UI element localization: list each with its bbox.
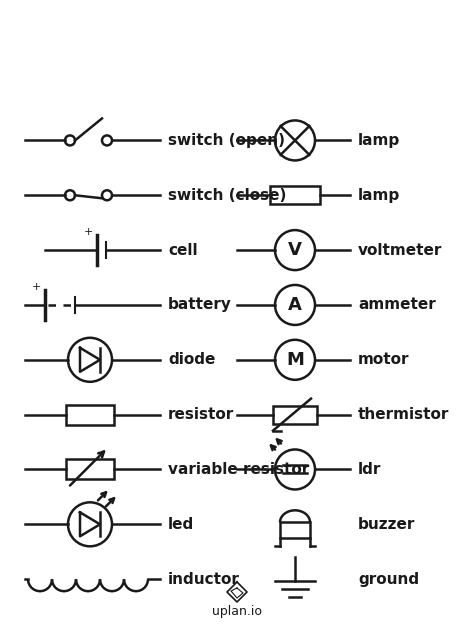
Text: uplan.io: uplan.io — [212, 605, 262, 619]
Bar — [66, 460, 114, 479]
Text: resistor: resistor — [168, 407, 234, 422]
Text: +: + — [31, 282, 41, 292]
Bar — [66, 404, 114, 425]
Text: switch (close): switch (close) — [168, 188, 286, 203]
Text: V: V — [288, 241, 302, 259]
Text: thermistor: thermistor — [358, 407, 449, 422]
Text: Electrical circuit symbols: Electrical circuit symbols — [51, 30, 423, 56]
Text: M: M — [286, 351, 304, 369]
Text: lamp: lamp — [358, 188, 400, 203]
Bar — [270, 186, 320, 204]
Text: voltmeter: voltmeter — [358, 243, 442, 257]
Text: lamp: lamp — [358, 133, 400, 148]
Text: cell: cell — [168, 243, 198, 257]
Text: A: A — [288, 296, 302, 314]
Text: ground: ground — [358, 572, 419, 586]
Text: ldr: ldr — [358, 462, 382, 477]
Text: variable resistor: variable resistor — [168, 462, 309, 477]
Text: inductor: inductor — [168, 572, 240, 586]
Text: diode: diode — [168, 353, 215, 367]
Text: ammeter: ammeter — [358, 297, 436, 313]
Text: +: + — [83, 227, 93, 237]
Text: motor: motor — [358, 353, 410, 367]
Text: switch (open): switch (open) — [168, 133, 285, 148]
Text: led: led — [168, 517, 194, 532]
Bar — [280, 522, 310, 538]
Text: buzzer: buzzer — [358, 517, 415, 532]
Text: battery: battery — [168, 297, 232, 313]
Bar — [273, 406, 317, 424]
